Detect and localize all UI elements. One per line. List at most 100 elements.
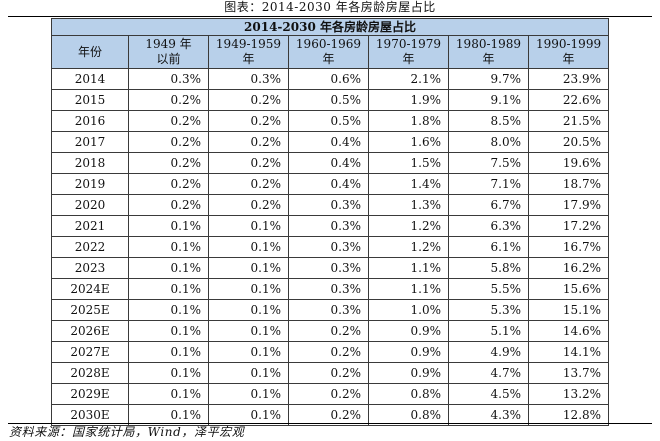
share-cell: 0.1%	[128, 341, 209, 363]
share-cell: 17.2%	[527, 215, 610, 237]
year-cell: 2016	[51, 110, 129, 132]
share-cell: 6.1%	[448, 236, 529, 258]
share-cell: 21.5%	[527, 110, 610, 132]
share-cell: 0.3%	[128, 68, 209, 90]
table-container: 2014-2030 年各房龄房屋占比 年份 1949 年以前 1949-1959 年 1…	[50, 18, 610, 426]
share-cell: 0.3%	[288, 257, 369, 279]
table-row: 2019 0.2% 0.2% 0.4% 1.4% 7.1% 18.7%	[51, 173, 610, 195]
share-cell: 1.2%	[368, 215, 449, 237]
header-line: 年	[322, 52, 335, 66]
share-cell: 1.0%	[368, 299, 449, 321]
share-cell: 4.3%	[448, 404, 529, 426]
share-cell: 23.9%	[527, 68, 610, 90]
share-cell: 13.7%	[527, 362, 610, 384]
age-share-table: 2014-2030 年各房龄房屋占比 年份 1949 年以前 1949-1959 年 1…	[50, 18, 610, 426]
share-cell: 1.4%	[368, 173, 449, 195]
share-cell: 0.4%	[288, 173, 369, 195]
year-cell: 2014	[51, 68, 129, 90]
share-cell: 0.3%	[208, 68, 289, 90]
share-cell: 0.1%	[208, 257, 289, 279]
share-cell: 20.5%	[527, 131, 610, 153]
header-age-band: 1949 年以前	[128, 35, 209, 69]
share-cell: 1.6%	[368, 131, 449, 153]
share-cell: 17.9%	[527, 194, 610, 216]
year-cell: 2027E	[51, 341, 129, 363]
share-cell: 0.9%	[368, 362, 449, 384]
header-line: 年份	[77, 44, 102, 59]
year-cell: 2019	[51, 173, 129, 195]
share-cell: 0.4%	[288, 152, 369, 174]
share-cell: 0.1%	[208, 404, 289, 426]
year-cell: 2020	[51, 194, 129, 216]
share-cell: 0.1%	[208, 215, 289, 237]
share-cell: 15.6%	[527, 278, 610, 300]
share-cell: 0.3%	[288, 215, 369, 237]
share-cell: 0.1%	[128, 215, 209, 237]
column-header-row: 年份 1949 年以前 1949-1959 年 1960-1969 年 1970-1979 年…	[51, 35, 610, 69]
share-cell: 0.1%	[208, 299, 289, 321]
share-cell: 0.5%	[288, 89, 369, 111]
year-cell: 2026E	[51, 320, 129, 342]
table-row: 2027E 0.1% 0.1% 0.2% 0.9% 4.9% 14.1%	[51, 341, 610, 363]
share-cell: 0.2%	[288, 341, 369, 363]
share-cell: 0.3%	[288, 299, 369, 321]
share-cell: 4.7%	[448, 362, 529, 384]
header-line: 年	[242, 52, 255, 66]
share-cell: 0.2%	[288, 362, 369, 384]
share-cell: 0.1%	[128, 236, 209, 258]
share-cell: 0.1%	[208, 362, 289, 384]
header-age-band: 1960-1969 年	[288, 35, 369, 69]
share-cell: 0.8%	[368, 383, 449, 405]
header-line: 年	[562, 52, 575, 66]
share-cell: 5.1%	[448, 320, 529, 342]
share-cell: 0.2%	[128, 194, 209, 216]
header-age-band: 1949-1959 年	[208, 35, 289, 69]
share-cell: 0.2%	[208, 152, 289, 174]
header-line: 年	[402, 52, 415, 66]
year-cell: 2015	[51, 89, 129, 111]
table-row: 2023 0.1% 0.1% 0.3% 1.1% 5.8% 16.2%	[51, 257, 610, 279]
share-cell: 0.9%	[368, 320, 449, 342]
year-cell: 2023	[51, 257, 129, 279]
year-cell: 2022	[51, 236, 129, 258]
share-cell: 8.5%	[448, 110, 529, 132]
header-line: 1949-1959	[215, 37, 282, 51]
share-cell: 14.1%	[527, 341, 610, 363]
share-cell: 0.2%	[128, 173, 209, 195]
header-line: 1960-1969	[295, 37, 362, 51]
table-row: 2024E 0.1% 0.1% 0.3% 1.1% 5.5% 15.6%	[51, 278, 610, 300]
share-cell: 0.1%	[128, 299, 209, 321]
share-cell: 0.1%	[208, 341, 289, 363]
share-cell: 0.1%	[208, 320, 289, 342]
table-row: 2022 0.1% 0.1% 0.3% 1.2% 6.1% 16.7%	[51, 236, 610, 258]
header-line: 1990-1999	[535, 37, 602, 51]
header-line: 1980-1989	[455, 37, 522, 51]
share-cell: 0.3%	[288, 236, 369, 258]
header-line: 以前	[156, 52, 181, 66]
share-cell: 0.1%	[208, 236, 289, 258]
share-cell: 12.8%	[527, 404, 610, 426]
share-cell: 0.1%	[128, 320, 209, 342]
table-row: 2017 0.2% 0.2% 0.4% 1.6% 8.0% 20.5%	[51, 131, 610, 153]
header-age-band: 1990-1999 年	[527, 35, 610, 69]
share-cell: 5.5%	[448, 278, 529, 300]
table-row: 2026E 0.1% 0.1% 0.2% 0.9% 5.1% 14.6%	[51, 320, 610, 342]
share-cell: 5.3%	[448, 299, 529, 321]
bottom-divider	[8, 423, 652, 424]
share-cell: 0.2%	[128, 110, 209, 132]
share-cell: 0.2%	[288, 404, 369, 426]
header-line: 1949 年	[145, 37, 192, 51]
share-cell: 1.2%	[368, 236, 449, 258]
share-cell: 18.7%	[527, 173, 610, 195]
table-row: 2028E 0.1% 0.1% 0.2% 0.9% 4.7% 13.7%	[51, 362, 610, 384]
share-cell: 4.5%	[448, 383, 529, 405]
table-row: 2030E 0.1% 0.1% 0.2% 0.8% 4.3% 12.8%	[51, 404, 610, 426]
share-cell: 0.4%	[288, 131, 369, 153]
share-cell: 2.1%	[368, 68, 449, 90]
share-cell: 0.3%	[288, 278, 369, 300]
share-cell: 8.0%	[448, 131, 529, 153]
table-row: 2029E 0.1% 0.1% 0.2% 0.8% 4.5% 13.2%	[51, 383, 610, 405]
year-cell: 2030E	[51, 404, 129, 426]
share-cell: 7.5%	[448, 152, 529, 174]
share-cell: 7.1%	[448, 173, 529, 195]
